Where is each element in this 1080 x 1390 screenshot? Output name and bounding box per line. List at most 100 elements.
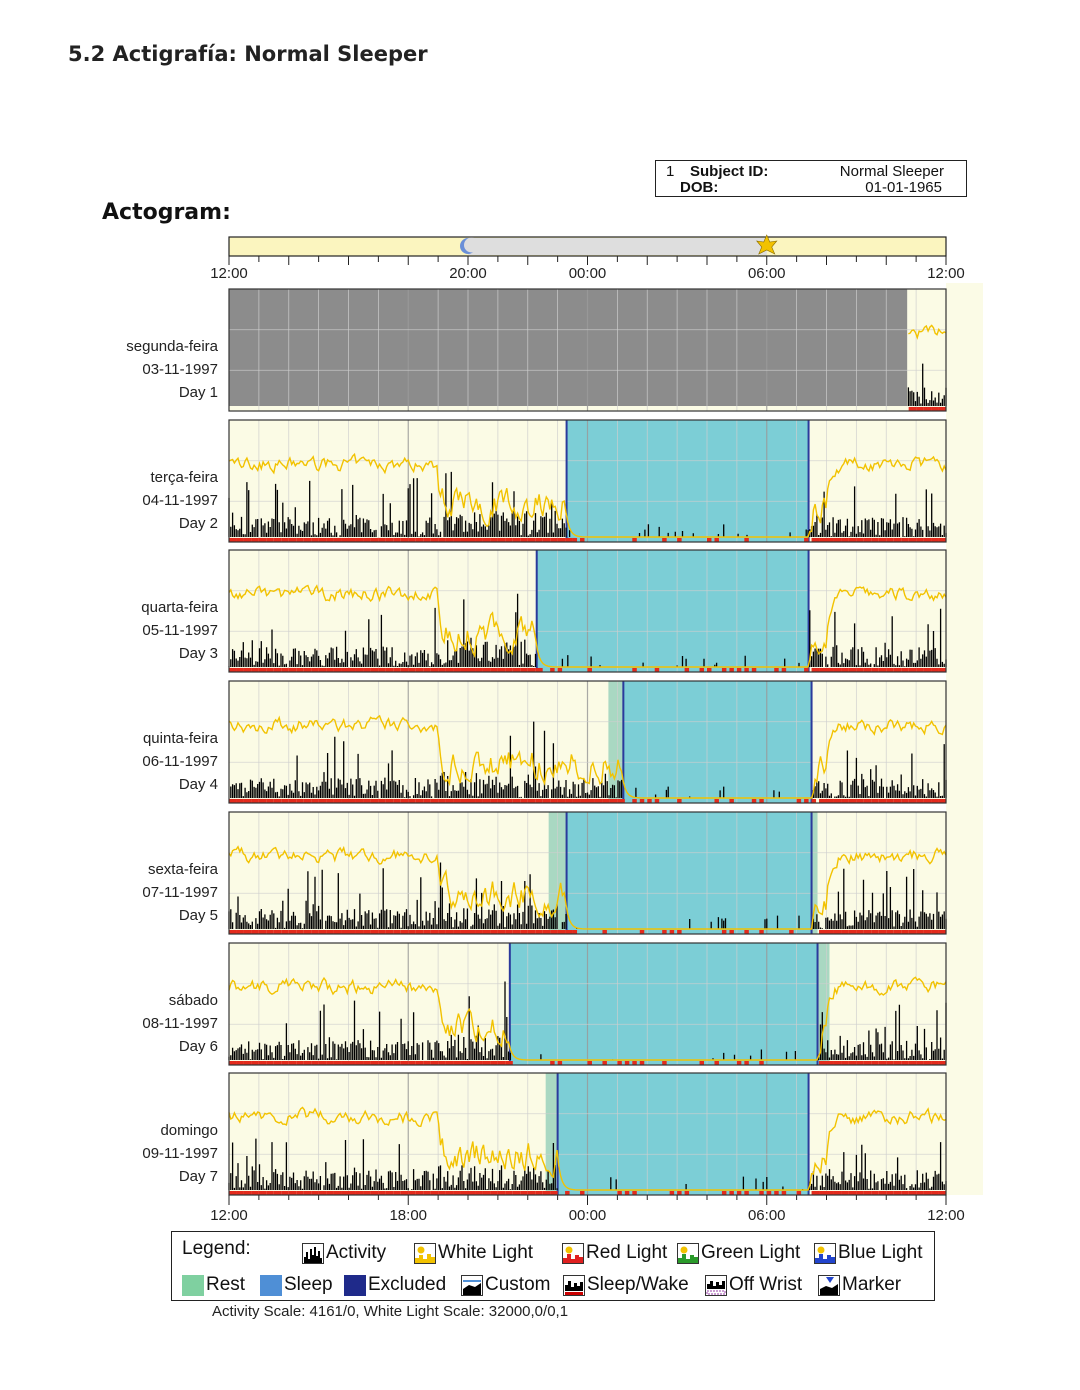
sleep-wake-marker (632, 1061, 637, 1065)
sleep-wake-marker (848, 1061, 857, 1065)
sleep-wake-marker (341, 1191, 349, 1195)
sleep-wake-marker (908, 538, 917, 542)
sleep-wake-marker (370, 799, 379, 803)
sleep-wake-marker (258, 1061, 267, 1065)
sleep-wake-marker (229, 1061, 237, 1065)
sleep-wake-marker (355, 538, 364, 542)
sleep-wake-marker (326, 799, 334, 803)
sleep-wake-marker (370, 1191, 379, 1195)
sleep-wake-marker (423, 799, 431, 803)
sleep-wake-marker (243, 538, 252, 542)
sleep-wake-marker (520, 1191, 528, 1195)
sleep-wake-marker (871, 1191, 879, 1195)
white-light-trace (228, 845, 947, 930)
sleep-wake-marker (878, 930, 887, 934)
sleep-wake-marker (482, 1191, 491, 1195)
sleep-wake-marker (453, 799, 461, 803)
sleep-wake-marker (475, 538, 483, 542)
sleep-wake-marker (878, 538, 887, 542)
sleep-wake-marker (923, 407, 932, 411)
sleep-wake-marker (303, 799, 312, 803)
sleep-wake-marker (393, 930, 401, 934)
sleep-wake-marker (565, 1191, 570, 1195)
day-panel (228, 942, 947, 1066)
sleep-wake-marker (311, 799, 319, 803)
sleep-wake-marker (251, 1061, 259, 1065)
sleep-wake-marker (938, 1061, 946, 1065)
sleep-wake-marker (243, 668, 252, 672)
sleep-wake-marker (378, 668, 386, 672)
sleep-wake-marker (400, 538, 409, 542)
sleep-wake-marker (826, 1191, 834, 1195)
top-axis-tick-label: 20:00 (449, 265, 487, 282)
top-axis-tick-label: 12:00 (210, 265, 248, 282)
sleep-wake-marker (303, 668, 312, 672)
sleep-wake-marker (385, 668, 394, 672)
sleep-wake-marker (288, 930, 297, 934)
sleep-wake-marker (550, 1061, 555, 1065)
sleep-wake-marker (878, 1061, 887, 1065)
sleep-wake-marker (923, 668, 932, 672)
sleep-wake-marker (856, 930, 864, 934)
sleep-wake-marker (908, 668, 917, 672)
sleep-wake-marker (587, 1061, 592, 1065)
sleep-wake-marker (901, 1061, 909, 1065)
sleep-wake-marker (318, 1191, 327, 1195)
sleep-wake-marker (311, 1191, 319, 1195)
sleep-wake-marker (363, 930, 371, 934)
sleep-wake-marker (729, 930, 734, 934)
sleep-wake-marker (497, 930, 506, 934)
scale-note: Activity Scale: 4161/0, White Light Scal… (212, 1303, 569, 1320)
sleep-wake-marker (266, 799, 274, 803)
legend-marker: Marker (818, 1274, 901, 1296)
sleep-wake-marker (243, 930, 252, 934)
sleep-wake-marker (355, 799, 364, 803)
sleep-wake-marker (856, 538, 864, 542)
sleep-wake-marker (819, 1061, 827, 1065)
sleep-wake-marker (415, 799, 424, 803)
sleep-wake-marker (318, 930, 327, 934)
sleep-wake-marker (535, 668, 543, 672)
sleep-wake-marker (901, 799, 909, 803)
sleep-wake-marker (893, 799, 902, 803)
sleep-wake-marker (699, 1061, 705, 1065)
sleep-wake-marker (468, 1191, 476, 1195)
sleep-wake-marker (833, 538, 842, 542)
excluded-region (229, 289, 908, 406)
sleep-wake-marker (333, 799, 342, 803)
sleep-wake-marker (707, 668, 712, 672)
sleep-wake-marker (908, 1191, 917, 1195)
sleep-wake-marker (938, 538, 946, 542)
sleep-wake-marker (251, 1191, 259, 1195)
sleep-wake-marker (430, 1191, 439, 1195)
sleep-wake-marker (931, 799, 939, 803)
legend-label: Sleep (284, 1274, 333, 1295)
sleep-region (536, 550, 809, 672)
sleep-wake-marker (266, 668, 274, 672)
sleep-wake-marker (296, 538, 304, 542)
sleep-wake-marker (505, 799, 513, 803)
sleep-wake-marker (505, 1061, 513, 1065)
sleep-wake-marker (370, 930, 379, 934)
panel-border (228, 942, 947, 1066)
sleep-wake-marker (938, 407, 946, 411)
sleep-wake-marker (826, 1061, 834, 1065)
sleep-wake-marker (229, 799, 237, 803)
sleep-wake-marker (348, 1061, 356, 1065)
sleep-wake-marker (833, 1061, 842, 1065)
sleep-wake-marker (863, 1191, 872, 1195)
day-panel (228, 811, 947, 935)
sleep-wake-marker (229, 1191, 237, 1195)
day-label: Day 4 (178, 776, 218, 793)
white-light-trace (228, 1106, 947, 1191)
sleep-wake-marker (490, 930, 498, 934)
sleep-wake-marker (393, 538, 401, 542)
sleep-wake-marker (333, 1061, 342, 1065)
sleep-wake-marker (512, 538, 521, 542)
sleep-wake-marker (318, 799, 327, 803)
sleep-wake-marker (916, 407, 924, 411)
subject-info-box: 1 Subject ID: DOB: Normal Sleeper 01-01-… (655, 160, 967, 197)
sleep-wake-marker (886, 799, 894, 803)
sleep-wake-marker (893, 930, 902, 934)
sleep-wake-marker (258, 1191, 267, 1195)
